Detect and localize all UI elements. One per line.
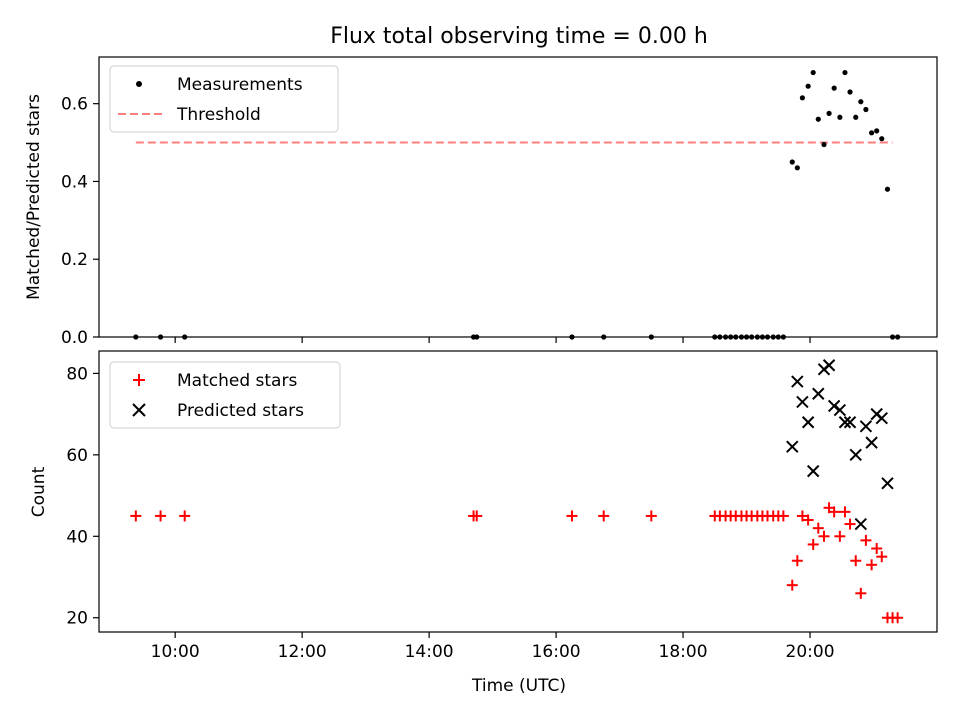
matched-star-point	[130, 510, 142, 522]
y-tick-label: 0.0	[61, 328, 88, 348]
legend-measurements-label: Measurements	[177, 75, 303, 95]
y-tick-label: 40	[66, 527, 88, 547]
matched-star-point	[818, 530, 830, 542]
bottom-ylabel: Count	[29, 466, 49, 517]
x-axis-ticks: 10:00 12:00 14:00 16:00 18:00 20:00	[151, 337, 835, 662]
matched-star-point	[802, 514, 814, 526]
predicted-stars-points	[786, 359, 894, 531]
legend-matched-marker	[133, 374, 145, 386]
matched-star-point	[839, 506, 851, 518]
matched-star-point	[866, 559, 878, 571]
y-tick-label: 0.6	[61, 95, 88, 115]
measurement-point	[789, 159, 795, 165]
top-ylabel: Matched/Predicted stars	[24, 94, 44, 300]
predicted-star-point	[822, 359, 836, 372]
measurement-point	[815, 116, 821, 122]
matched-stars-points	[130, 502, 904, 624]
predicted-star-point	[786, 440, 799, 453]
matched-star-point	[791, 555, 803, 567]
chart-title: Flux total observing time = 0.00 h	[330, 24, 708, 49]
bottom-panel-frame	[98, 350, 938, 633]
predicted-star-point	[849, 448, 862, 462]
measurement-point	[853, 114, 859, 120]
x-tick-label: 12:00	[278, 642, 327, 662]
matched-star-point	[834, 530, 846, 542]
predicted-star-point	[865, 436, 878, 449]
matched-star-point	[807, 538, 819, 550]
predicted-star-point	[812, 387, 825, 400]
measurement-point	[810, 69, 816, 76]
x-tick-label: 20:00	[786, 642, 835, 662]
predicted-star-point	[827, 399, 841, 413]
legend-predicted-marker	[132, 403, 146, 417]
legend-threshold-label: Threshold	[176, 105, 261, 125]
measurement-point	[858, 99, 864, 105]
matched-star-point	[871, 543, 883, 555]
measurement-point	[837, 114, 843, 120]
matched-star-point	[876, 551, 888, 563]
matched-star-point	[777, 510, 789, 522]
x-tick-label: 16:00	[532, 642, 581, 662]
predicted-star-point	[843, 416, 857, 429]
predicted-star-point	[833, 403, 847, 417]
matched-star-point	[892, 612, 904, 624]
matched-star-point	[844, 518, 856, 530]
matched-star-point	[786, 579, 798, 591]
matched-star-point	[855, 587, 867, 599]
measurement-point	[794, 165, 800, 171]
matched-star-point	[812, 522, 824, 534]
measurement-point	[821, 141, 827, 148]
measurement-point	[847, 89, 853, 95]
measurement-point	[842, 69, 848, 76]
x-tick-label: 14:00	[405, 642, 454, 662]
y-tick-label: 80	[66, 364, 88, 384]
y-tick-label: 20	[66, 609, 88, 629]
matched-star-point	[850, 555, 862, 567]
matched-star-point	[566, 510, 578, 522]
measurement-point	[805, 83, 811, 89]
predicted-star-point	[806, 464, 820, 478]
matched-star-point	[645, 510, 657, 522]
predicted-star-point	[801, 416, 815, 429]
matched-star-point	[179, 510, 191, 522]
legend-measurements-marker	[136, 81, 142, 87]
measurement-point	[831, 85, 837, 91]
predicted-star-point	[875, 411, 888, 425]
measurement-point	[869, 130, 875, 136]
x-axis-label: Time (UTC)	[471, 676, 566, 696]
predicted-star-point	[881, 477, 894, 490]
measurement-point	[799, 95, 806, 101]
predicted-star-point	[791, 375, 804, 388]
x-tick-label: 10:00	[151, 642, 200, 662]
bottom-panel: 20 40 60 80 Count Matched stars Predicted s…	[29, 350, 938, 633]
top-panel: 0.0 0.2 0.4 0.6 Matched/Predicted stars Mea…	[24, 56, 938, 348]
predicted-star-point	[838, 416, 852, 429]
measurement-point	[874, 128, 880, 134]
measurement-point	[879, 136, 885, 142]
predicted-star-point	[796, 395, 809, 409]
x-tick-label: 18:00	[659, 642, 708, 662]
bottom-legend: Matched stars Predicted stars	[109, 361, 341, 429]
measurement-point	[826, 110, 832, 116]
legend-matched-label: Matched stars	[177, 371, 297, 391]
top-legend: Measurements Threshold	[109, 65, 339, 133]
matched-star-point	[828, 506, 840, 518]
matched-star-point	[155, 510, 167, 522]
matched-star-point	[860, 534, 872, 546]
measurement-point	[884, 186, 891, 192]
predicted-star-point	[859, 420, 873, 433]
y-tick-label: 60	[66, 446, 88, 466]
matched-star-point	[796, 510, 808, 522]
matched-star-point	[471, 510, 483, 522]
y-tick-label: 0.2	[61, 250, 88, 270]
top-panel-frame	[98, 56, 938, 338]
predicted-star-point	[854, 517, 868, 531]
legend-predicted-label: Predicted stars	[177, 401, 304, 421]
y-tick-label: 0.4	[61, 172, 88, 192]
measurement-point	[863, 106, 869, 113]
matched-star-point	[598, 510, 610, 522]
